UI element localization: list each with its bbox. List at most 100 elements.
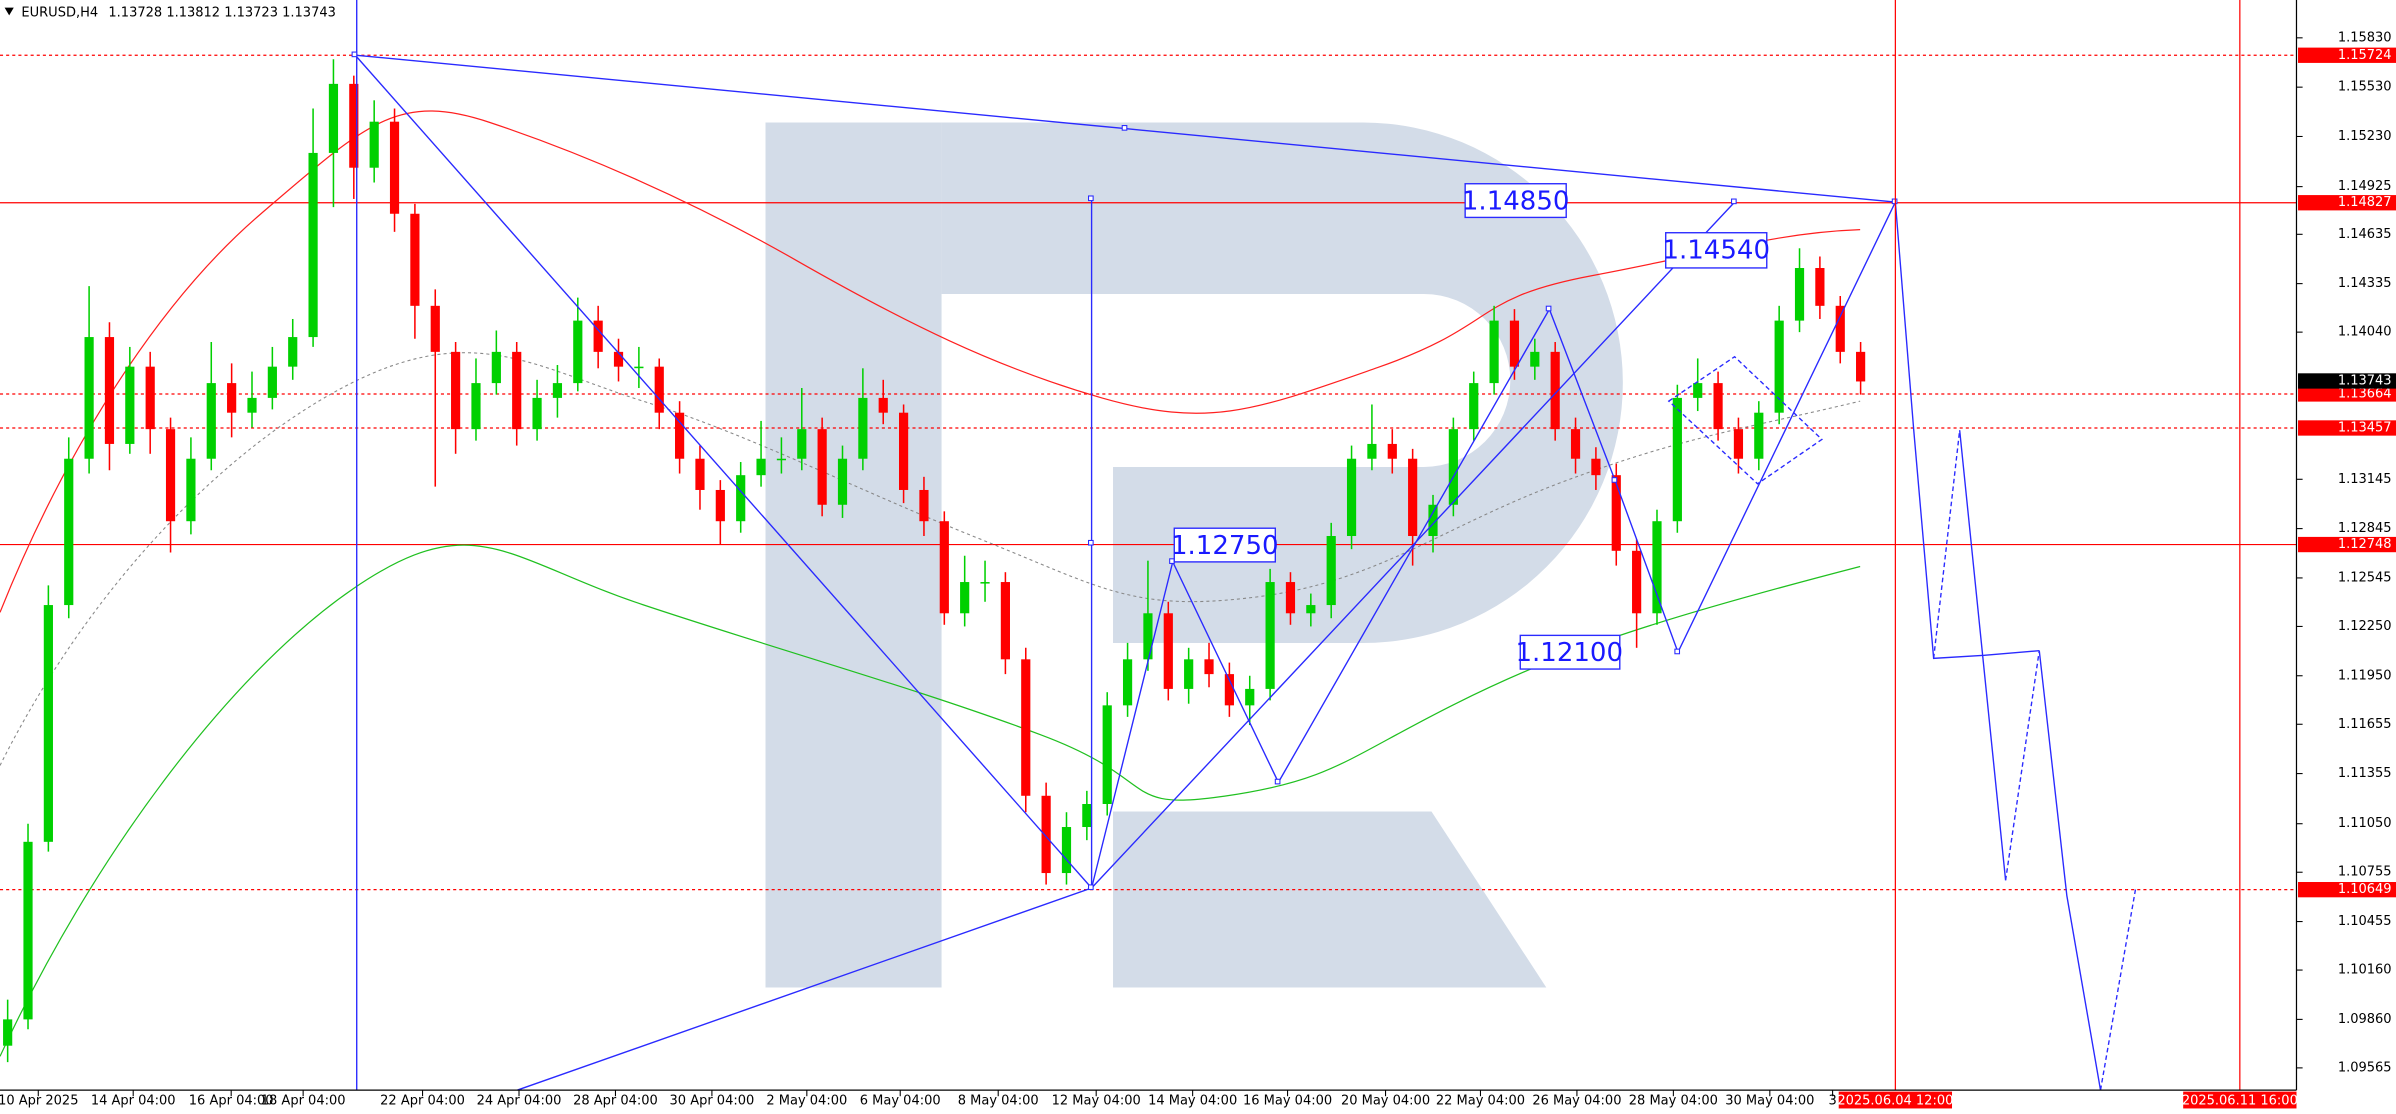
candle-body	[1672, 397, 1682, 522]
candle-body	[1774, 320, 1784, 413]
x-tick-label: 22 Apr 04:00	[380, 1093, 465, 1108]
candle-body	[1061, 827, 1072, 874]
candle-body	[756, 458, 766, 476]
x-tick-label: 22 May 04:00	[1436, 1093, 1525, 1108]
price-level-box	[2298, 536, 2396, 553]
header: EURUSD,H4 1.13728 1.13812 1.13723 1.1374…	[21, 5, 335, 20]
candle-body	[1448, 429, 1458, 505]
candle-body	[389, 121, 400, 214]
candle-body	[1021, 659, 1031, 796]
x-tick-label: 30 Apr 04:00	[670, 1093, 755, 1108]
candle-body	[552, 383, 563, 398]
x-tick-label: 14 Apr 04:00	[91, 1093, 176, 1108]
candle-body	[247, 397, 257, 413]
x-tick-label: 26 May 04:00	[1532, 1093, 1621, 1108]
x-tick-label: 2 May 04:00	[766, 1093, 847, 1108]
candle-body	[1733, 429, 1744, 459]
candle-body	[1611, 475, 1621, 551]
candle-body	[430, 305, 440, 352]
candle-body	[349, 83, 359, 168]
y-tick-label: 1.09860	[2338, 1012, 2392, 1027]
x-tick-label: 6 May 04:00	[860, 1093, 941, 1108]
x-tick-label: 18 Apr 04:00	[261, 1093, 346, 1108]
y-tick-label: 1.13145	[2338, 472, 2392, 487]
candle-body	[308, 152, 318, 338]
candle-body	[1408, 458, 1418, 537]
y-tick-label: 1.10160	[2338, 963, 2392, 978]
candle-body	[878, 397, 888, 413]
y-tick-label: 1.15530	[2338, 80, 2392, 95]
candle-body	[1754, 412, 1764, 459]
candle-body	[797, 429, 807, 459]
candle-body	[593, 320, 603, 352]
current-price-label: 1.13743	[2338, 373, 2392, 388]
high: 1.13812	[166, 5, 220, 20]
annotation: 1.12750	[1171, 531, 1279, 561]
candle-body	[1184, 659, 1194, 689]
price-level-box	[2298, 386, 2396, 402]
symbol: EURUSD,H4	[21, 5, 98, 20]
candle-body	[573, 320, 583, 384]
candle-body	[980, 582, 990, 584]
candle-body	[1856, 351, 1866, 382]
candle-body	[1041, 795, 1051, 874]
candle-body	[1591, 458, 1601, 476]
candle-body	[776, 458, 787, 461]
candle-body	[369, 121, 379, 168]
price-level-box	[2298, 47, 2396, 63]
candle-body	[145, 366, 155, 430]
price-level-label: 1.14827	[2338, 195, 2392, 210]
x-tick-label: 24 Apr 04:00	[477, 1093, 562, 1108]
candle-body	[227, 383, 237, 413]
candle-body	[1489, 320, 1499, 384]
price-level-box	[2298, 420, 2396, 436]
candle-body	[613, 351, 624, 367]
moving-average-gray	[0, 352, 1861, 766]
annotation: 1.14540	[1662, 236, 1770, 266]
annotation-boxes	[1173, 183, 1768, 670]
candle-body	[206, 383, 216, 459]
x-tick-label: 28 Apr 04:00	[573, 1093, 658, 1108]
forecast-points	[351, 51, 1898, 891]
candle-body	[1285, 582, 1296, 614]
candle-body	[1693, 383, 1703, 398]
candle-body	[125, 366, 135, 444]
time-marker-box	[2183, 1091, 2297, 1109]
x-tick-label: 3	[1828, 1093, 1836, 1108]
watermark-logo	[765, 122, 1623, 988]
candle-body	[1550, 351, 1560, 430]
y-tick-label: 1.10455	[2338, 914, 2392, 929]
candle-body	[1794, 268, 1805, 321]
time-marker-label: 2025.06.04 12:00	[1837, 1093, 1953, 1108]
candle-body	[1163, 613, 1173, 689]
y-tick-label: 1.12845	[2338, 521, 2392, 536]
y-tick-label: 1.11050	[2338, 816, 2392, 831]
candle-body	[104, 337, 115, 444]
candle-body	[1367, 443, 1377, 459]
y-tick-label: 1.11355	[2338, 766, 2392, 781]
candle-body	[1326, 536, 1336, 606]
x-tick-label: 28 May 04:00	[1629, 1093, 1718, 1108]
y-tick-label: 1.14925	[2338, 179, 2392, 194]
candle-body	[512, 351, 522, 430]
candle-body	[491, 351, 501, 384]
candle-body	[1469, 383, 1479, 430]
header-icon	[4, 7, 14, 16]
candle-body	[471, 383, 481, 430]
price-level-label: 1.10649	[2338, 882, 2392, 897]
candle-body	[186, 458, 196, 522]
price-level-label: 1.15724	[2338, 48, 2392, 63]
candle-body	[1245, 688, 1255, 706]
candle-body	[267, 366, 277, 398]
candle-body	[1509, 320, 1520, 367]
candle-body	[1387, 443, 1397, 459]
candle-body	[165, 429, 176, 522]
candle-body	[532, 397, 542, 430]
candle-body	[64, 458, 74, 606]
price-level-label: 1.13664	[2338, 386, 2392, 401]
candle-body	[1815, 268, 1825, 306]
candles	[3, 59, 1866, 1063]
x-tick-label: 16 May 04:00	[1243, 1093, 1332, 1108]
candle-body	[1224, 674, 1234, 706]
